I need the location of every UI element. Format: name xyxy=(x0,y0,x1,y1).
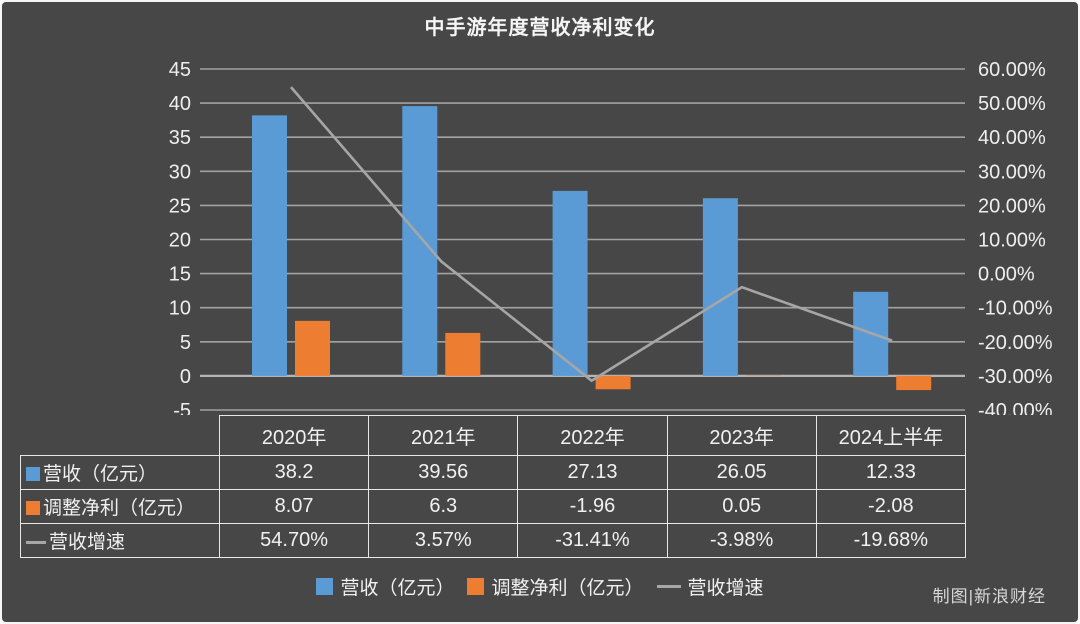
right-axis-tick: 10.00% xyxy=(978,230,1046,252)
table-value-cell: -1.96 xyxy=(517,489,668,524)
table-row-label: 调整净利（亿元） xyxy=(20,489,220,524)
left-axis-tick: 25 xyxy=(169,195,191,217)
legend-line-marker-icon xyxy=(656,585,681,588)
table-year-header: 2024上半年 xyxy=(815,415,966,456)
right-axis-tick: -30.00% xyxy=(978,366,1053,388)
table-row-label: 营收增速 xyxy=(20,523,220,558)
series-line-marker-icon xyxy=(26,541,46,544)
legend-label: 调整净利（亿元） xyxy=(491,578,644,599)
growth-line xyxy=(290,86,893,383)
combo-chart: 45 40 35 30 25 20 15 10 5 0 -5 60.00% 50.00% 40.00% 30… xyxy=(169,59,1053,415)
table-value-cell: 6.3 xyxy=(368,489,519,524)
left-axis-tick: 40 xyxy=(169,93,191,115)
table-value-cell: 0.05 xyxy=(666,489,817,524)
table-year-header: 2022年 xyxy=(517,415,668,456)
profit-bar xyxy=(595,375,631,390)
left-axis-tick: 10 xyxy=(169,298,191,320)
table-row: 营收（亿元） 38.2 39.56 27.13 26.05 12.33 xyxy=(20,455,966,490)
revenue-bar xyxy=(402,106,438,376)
right-axis-tick: -20.00% xyxy=(978,332,1053,354)
profit-bars xyxy=(295,320,932,391)
chart-title: 中手游年度营收净利变化 xyxy=(424,17,656,39)
series-square-marker-icon xyxy=(26,501,40,515)
profit-bar xyxy=(896,375,932,391)
table-value-cell: -3.98% xyxy=(666,523,817,558)
profit-bar xyxy=(445,332,481,376)
legend-label: 营收（亿元） xyxy=(340,578,455,599)
table-year-header: 2021年 xyxy=(368,415,519,456)
table-value-cell: 8.07 xyxy=(218,489,370,524)
legend-item: 营收（亿元） xyxy=(316,573,454,600)
series-square-marker-icon xyxy=(26,467,40,481)
legend-square-marker-icon xyxy=(316,578,334,595)
table-value-cell: 26.05 xyxy=(666,455,817,490)
right-axis-tick: -10.00% xyxy=(978,298,1053,320)
right-axis-tick: 60.00% xyxy=(978,59,1046,81)
data-table: 2020年 2021年 2022年 2023年 2024上半年 营收（亿元） 38.2 39.… xyxy=(20,415,966,558)
credit-text: 制图|新浪财经 xyxy=(932,587,1046,606)
right-axis-tick: 20.00% xyxy=(978,195,1046,217)
profit-bar xyxy=(295,320,330,376)
table-value-cell: -31.41% xyxy=(517,523,668,558)
table-row: 调整净利（亿元） 8.07 6.3 -1.96 0.05 -2.08 xyxy=(20,489,966,524)
left-axis-tick: 0 xyxy=(180,366,191,388)
left-axis-tick: 15 xyxy=(169,264,191,286)
table-year-header: 2020年 xyxy=(218,415,370,456)
table-corner-cell xyxy=(21,416,220,456)
table-value-cell: 27.13 xyxy=(517,455,668,490)
left-axis-tick: 20 xyxy=(169,230,191,252)
legend-square-marker-icon xyxy=(467,578,485,595)
right-axis-tick: 50.00% xyxy=(978,93,1046,115)
revenue-bar xyxy=(552,190,588,376)
revenue-bars xyxy=(252,106,889,376)
left-axis-tick: 5 xyxy=(180,332,191,354)
revenue-bar xyxy=(702,198,738,376)
table-header-row: 2020年 2021年 2022年 2023年 2024上半年 xyxy=(21,415,966,456)
table-value-cell: 3.57% xyxy=(368,523,519,558)
right-axis-tick: 40.00% xyxy=(978,127,1046,149)
table-row: 营收增速 54.70% 3.57% -31.41% -3.98% -19.68% xyxy=(20,523,966,558)
table-value-cell: 39.56 xyxy=(368,455,519,490)
left-axis-tick: -5 xyxy=(173,400,191,415)
table-year-header: 2023年 xyxy=(666,415,817,456)
left-axis-tick: 45 xyxy=(169,59,191,81)
table-row-label: 营收（亿元） xyxy=(20,455,220,490)
table-value-cell: 38.2 xyxy=(218,455,370,490)
left-axis-tick: 30 xyxy=(169,161,191,183)
right-axis-tick: 30.00% xyxy=(978,161,1046,183)
right-axis-tick: -40.00% xyxy=(978,400,1053,415)
table-value-cell: -2.08 xyxy=(815,489,966,524)
left-axis-tick: 35 xyxy=(169,127,191,149)
legend-item: 营收增速 xyxy=(656,573,764,600)
table-value-cell: 12.33 xyxy=(815,455,966,490)
revenue-bar xyxy=(252,115,287,376)
chart-legend: 营收（亿元） 调整净利（亿元） 营收增速 xyxy=(2,573,1078,600)
legend-label: 营收增速 xyxy=(687,578,764,599)
right-axis-tick: 0.00% xyxy=(978,264,1035,286)
table-value-cell: 54.70% xyxy=(218,523,370,558)
table-value-cell: -19.68% xyxy=(815,523,966,558)
legend-item: 调整净利（亿元） xyxy=(467,573,644,600)
